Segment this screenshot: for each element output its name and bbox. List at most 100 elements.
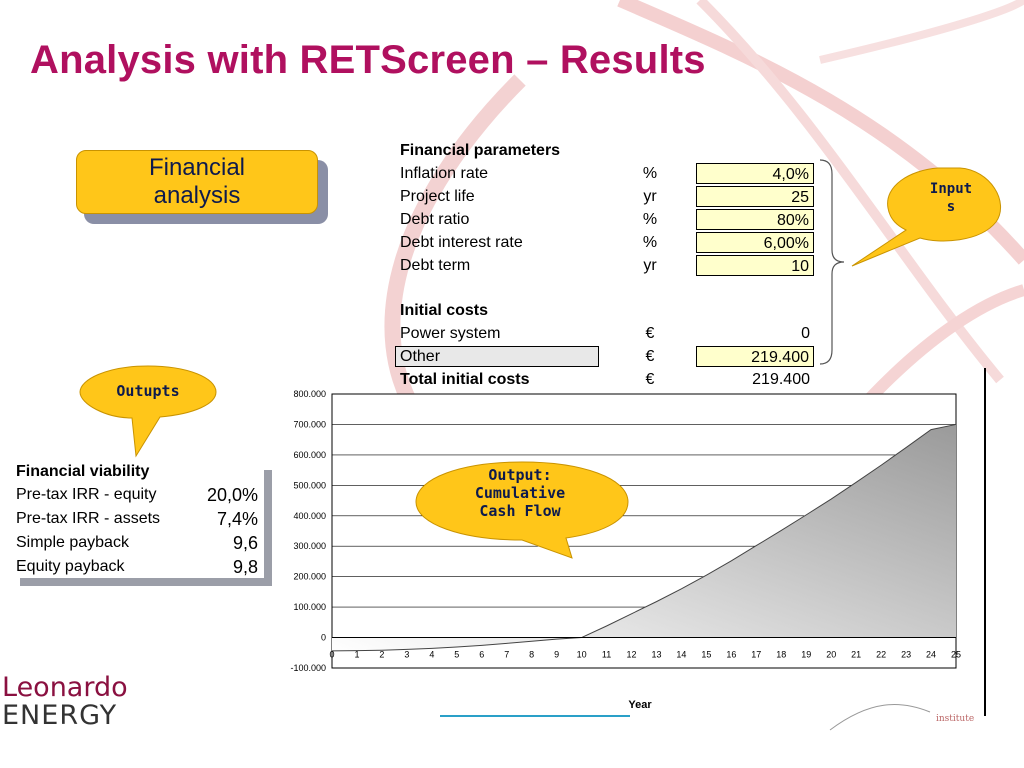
viability-value: 9,6 — [232, 533, 258, 553]
x-tick-label: 0 — [329, 650, 334, 660]
inflation-rate-input[interactable]: 4,0% — [696, 163, 814, 184]
inputs-bubble-text: Input s — [929, 181, 973, 215]
x-tick-label: 20 — [826, 650, 836, 660]
x-tick-label: 21 — [851, 650, 861, 660]
inputs-brace — [819, 159, 845, 365]
financial-analysis-button[interactable]: Financial analysis — [76, 150, 318, 214]
logo-leonardo: Leonardo — [2, 672, 128, 703]
parameter-unit: % — [642, 165, 658, 182]
institute-logo-text: institute — [936, 714, 975, 724]
cost-unit: € — [645, 325, 655, 342]
x-tick-label: 16 — [726, 650, 736, 660]
x-tick-label: 5 — [454, 650, 459, 660]
x-tick-label: 10 — [577, 650, 587, 660]
x-axis-label: Year — [628, 699, 652, 711]
other-cost-input[interactable]: 219.400 — [696, 346, 814, 367]
y-tick-label: 300.000 — [293, 541, 326, 551]
viability-row: Equity payback 9,8 — [16, 555, 262, 579]
y-tick-label: 400.000 — [293, 511, 326, 521]
viability-value: 20,0% — [206, 485, 258, 505]
debt-interest-rate-input[interactable]: 6,00% — [696, 232, 814, 253]
other-label-cell — [395, 346, 599, 367]
cumulative-cash-flow-line — [331, 423, 957, 652]
y-tick-label: 800.000 — [293, 389, 326, 399]
x-tick-label: 15 — [701, 650, 711, 660]
divider-line — [984, 368, 986, 716]
viability-value: 7,4% — [216, 509, 258, 529]
parameter-unit: % — [642, 234, 658, 251]
cumulative-bubble-shape — [415, 461, 629, 559]
link-underline — [440, 715, 630, 717]
x-tick-label: 22 — [876, 650, 886, 660]
x-tick-label: 25 — [951, 650, 961, 660]
cost-unit: € — [645, 348, 655, 365]
x-tick-label: 11 — [602, 650, 611, 660]
x-tick-label: 17 — [751, 650, 761, 660]
x-tick-label: 3 — [404, 650, 409, 660]
x-tick-label: 23 — [901, 650, 911, 660]
parameter-unit: yr — [643, 188, 657, 205]
viability-heading-row: Financial viability — [16, 460, 262, 484]
parameter-label: Debt term — [400, 257, 471, 274]
cumulative-cash-flow-chart: 800.000 700.000 600.000 500.000 400.000 300.0… — [290, 389, 961, 711]
y-tick-label: 0 — [321, 633, 326, 643]
outputs-bubble — [79, 365, 217, 458]
slide-title: Analysis with RETScreen – Results — [30, 38, 706, 82]
logo-energy: ENERGY — [2, 700, 118, 731]
viability-label: Pre-tax IRR - equity — [16, 486, 157, 503]
financial-viability-panel: Financial viability Pre-tax IRR - equity… — [12, 460, 264, 578]
y-tick-label: 600.000 — [293, 450, 326, 460]
x-tick-label: 7 — [504, 650, 509, 660]
debt-ratio-input[interactable]: 80% — [696, 209, 814, 230]
x-tick-label: 18 — [776, 650, 786, 660]
y-tick-label: 700.000 — [293, 419, 326, 429]
x-tick-label: 19 — [801, 650, 811, 660]
financial-analysis-label: Financial analysis — [148, 154, 246, 209]
total-unit: € — [645, 371, 655, 388]
parameter-label: Inflation rate — [400, 165, 489, 182]
cumulative-cash-flow-area — [332, 424, 956, 651]
viability-row: Simple payback 9,6 — [16, 531, 262, 555]
cost-label: Other — [400, 348, 441, 365]
viability-row: Pre-tax IRR - assets 7,4% — [16, 507, 262, 531]
parameter-label: Debt ratio — [400, 211, 470, 228]
x-tick-label: 14 — [676, 650, 686, 660]
x-tick-label: 8 — [529, 650, 534, 660]
total-value: 219.400 — [752, 371, 810, 388]
viability-row: Pre-tax IRR - equity 20,0% — [16, 483, 262, 507]
x-tick-label: 4 — [429, 650, 434, 660]
cumulative-bubble — [415, 461, 629, 559]
parameter-unit: % — [642, 211, 658, 228]
viability-heading: Financial viability — [16, 463, 150, 480]
y-tick-label: 200.000 — [293, 572, 326, 582]
parameter-label: Project life — [400, 188, 475, 205]
x-tick-label: 24 — [926, 650, 936, 660]
x-tick-label: 1 — [354, 650, 359, 660]
initial-costs-heading: Initial costs — [400, 302, 489, 319]
total-label: Total initial costs — [400, 371, 530, 388]
parameter-label: Debt interest rate — [400, 234, 523, 251]
y-tick-label: -100.000 — [290, 663, 326, 673]
cost-label: Power system — [400, 325, 501, 342]
project-life-input[interactable]: 25 — [696, 186, 814, 207]
viability-label: Simple payback — [16, 534, 129, 551]
x-tick-label: 13 — [651, 650, 661, 660]
x-tick-label: 2 — [379, 650, 384, 660]
inputs-bubble-shape — [851, 167, 1002, 267]
y-tick-label: 100.000 — [293, 602, 326, 612]
x-tick-label: 12 — [627, 650, 637, 660]
parameters-heading: Financial parameters — [400, 142, 561, 159]
x-tick-label: 6 — [479, 650, 484, 660]
y-tick-label: 500.000 — [293, 480, 326, 490]
viability-label: Equity payback — [16, 558, 125, 575]
viability-value: 9,8 — [232, 557, 258, 577]
x-tick-label: 9 — [554, 650, 559, 660]
debt-term-input[interactable]: 10 — [696, 255, 814, 276]
power-system-value: 0 — [801, 325, 810, 342]
outputs-bubble-shape — [79, 365, 217, 458]
cumulative-bubble-text: Output: Cumulative Cash Flow — [474, 466, 566, 520]
inputs-brace-and-bubble — [819, 159, 1002, 365]
viability-label: Pre-tax IRR - assets — [16, 510, 161, 527]
outputs-bubble-text: Outupts — [116, 382, 180, 400]
parameter-unit: yr — [643, 257, 657, 274]
